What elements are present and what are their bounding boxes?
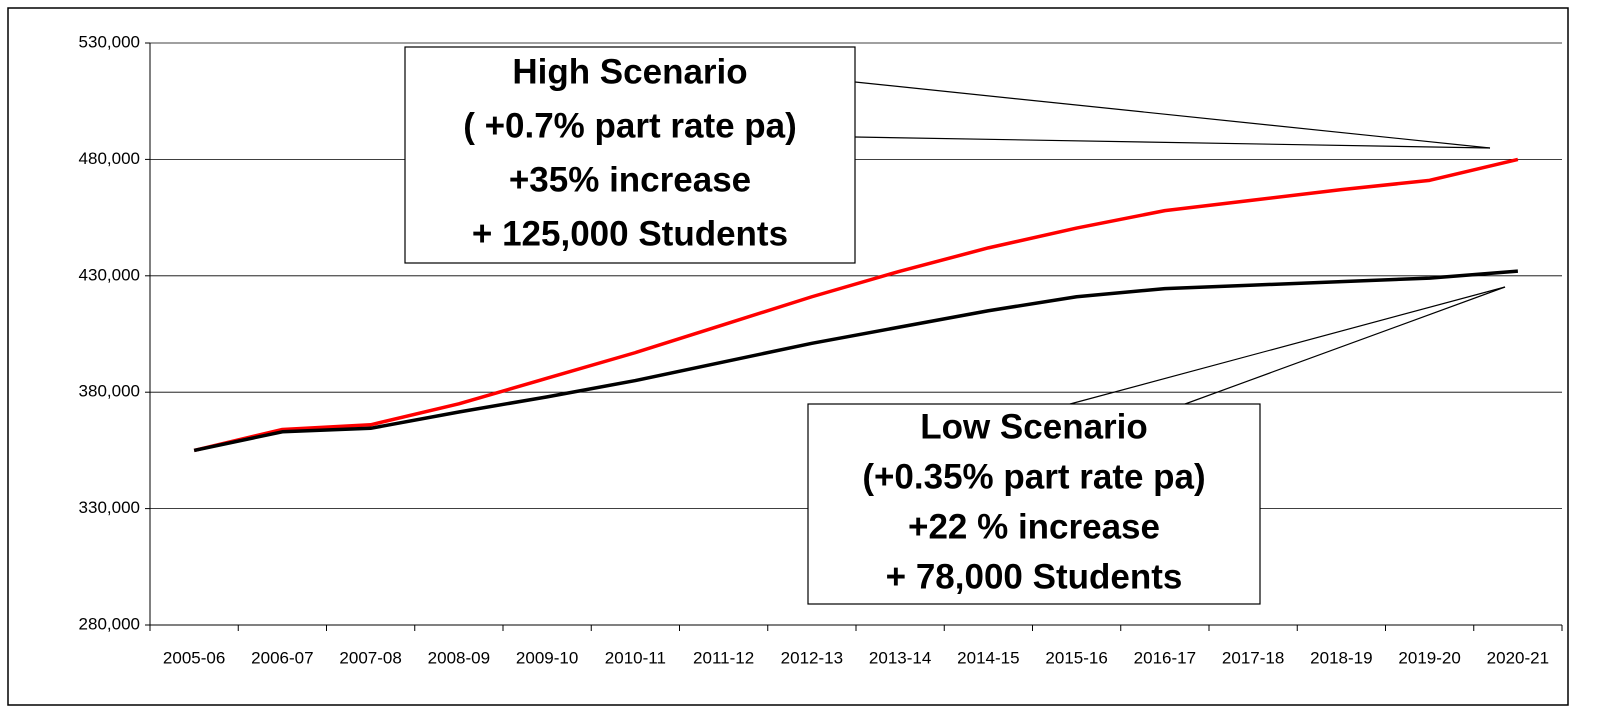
annotation-text: +35% increase	[509, 160, 751, 199]
x-tick-label: 2015-16	[1045, 648, 1107, 667]
x-tick-label: 2009-10	[516, 648, 578, 667]
x-tick-label: 2010-11	[605, 648, 666, 667]
y-tick-label: 330,000	[79, 498, 140, 517]
y-tick-label: 480,000	[79, 149, 140, 168]
y-tick-label: 430,000	[79, 265, 140, 284]
y-tick-label: 380,000	[79, 382, 140, 401]
x-tick-label: 2006-07	[251, 648, 313, 667]
x-tick-label: 2016-17	[1134, 648, 1196, 667]
x-tick-label: 2007-08	[339, 648, 401, 667]
callout-line	[854, 136, 1491, 149]
x-tick-label: 2020-21	[1487, 648, 1549, 667]
x-tick-label: 2019-20	[1398, 648, 1460, 667]
series-line	[193, 269, 1519, 453]
x-tick-label: 2017-18	[1222, 648, 1284, 667]
x-tick-label: 2011-12	[693, 648, 754, 667]
x-tick-label: 2005-06	[163, 648, 225, 667]
annotation-text: ( +0.7% part rate pa)	[463, 106, 797, 145]
y-tick-label: 530,000	[79, 32, 140, 51]
annotation-text: +22 % increase	[908, 507, 1160, 546]
callout-line	[1069, 286, 1506, 405]
y-tick-label: 280,000	[79, 614, 140, 633]
callout-line	[1184, 286, 1506, 405]
annotation-text: (+0.35% part rate pa)	[862, 457, 1205, 496]
x-tick-label: 2014-15	[957, 648, 1019, 667]
x-tick-label: 2008-09	[428, 648, 490, 667]
annotation-box	[404, 46, 856, 264]
x-tick-label: 2012-13	[781, 648, 843, 667]
annotation-box	[807, 403, 1261, 605]
annotation-text: High Scenario	[512, 52, 747, 91]
x-tick-label: 2013-14	[869, 648, 931, 667]
annotation-text: + 78,000 Students	[886, 557, 1183, 596]
callout-line	[854, 81, 1491, 149]
annotation-text: Low Scenario	[920, 407, 1148, 446]
series-line	[193, 157, 1519, 453]
annotation-text: + 125,000 Students	[472, 214, 788, 253]
x-tick-label: 2018-19	[1310, 648, 1372, 667]
